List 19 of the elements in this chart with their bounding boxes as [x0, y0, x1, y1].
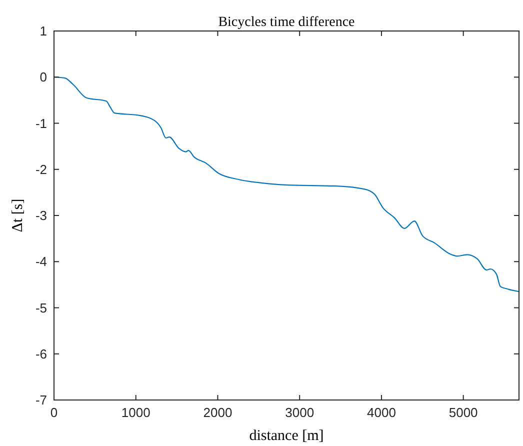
y-tick-label: -6: [35, 346, 47, 362]
y-tick-label: -4: [35, 254, 47, 270]
y-tick-label: -1: [35, 116, 47, 131]
x-tick-label: 1000: [121, 405, 150, 420]
x-tick-label: 4000: [367, 405, 396, 420]
x-tick-label: 0: [50, 405, 58, 420]
x-axis-title: distance [m]: [249, 428, 324, 444]
y-tick-label: -5: [35, 300, 47, 316]
y-tick-label: -3: [35, 208, 47, 223]
chart-title: Bicycles time difference: [218, 15, 355, 30]
x-tick-label: 3000: [285, 405, 314, 420]
x-tick-label: 2000: [203, 405, 232, 420]
line-series: [53, 76, 520, 292]
y-tick-label: -7: [35, 392, 47, 408]
x-tick-label: 5000: [448, 405, 478, 420]
y-tick-label: 1: [40, 24, 47, 38]
y-tick-label: 0: [40, 70, 47, 85]
y-axis-title: Δt [s]: [10, 198, 26, 232]
y-tick-label: -2: [35, 162, 47, 177]
